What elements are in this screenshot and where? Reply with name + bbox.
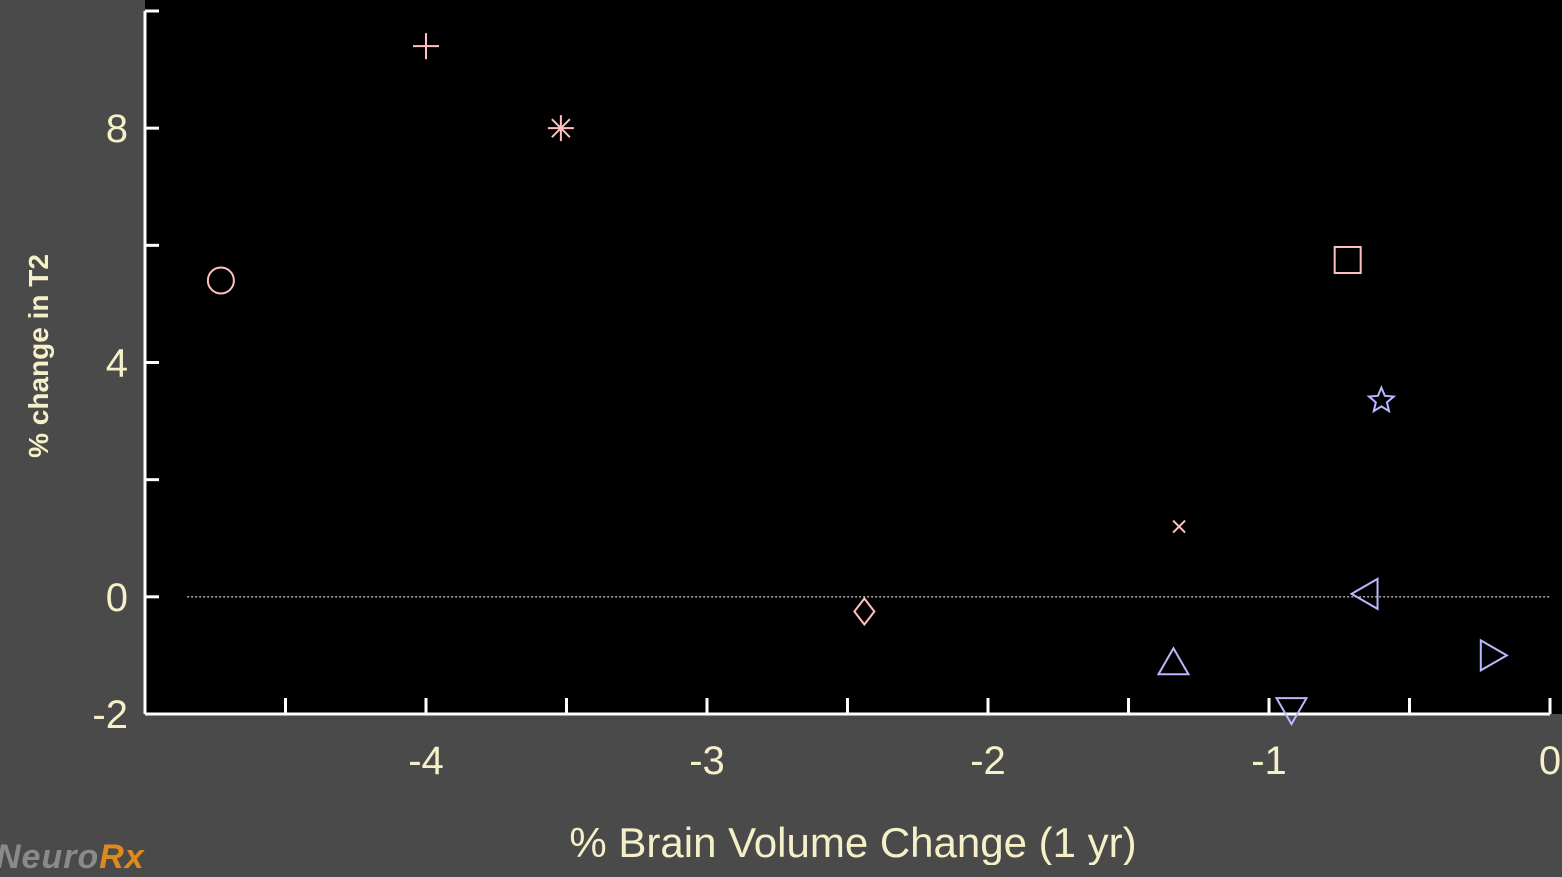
neurorx-logo: NeuroRx <box>0 838 145 877</box>
data-point-triangle-down <box>1274 697 1309 727</box>
diamond-marker <box>853 596 876 627</box>
y-tick-label: 4 <box>106 342 128 386</box>
axis-ticks <box>145 9 1552 714</box>
plot-background <box>145 0 1562 714</box>
y-tick-label: 8 <box>106 107 128 151</box>
data-point-diamond <box>853 596 876 627</box>
x-marker <box>1172 519 1186 534</box>
data-point-triangle-left <box>1349 577 1379 611</box>
triangle-down-marker <box>1274 697 1309 727</box>
data-point-plus <box>413 33 439 60</box>
x-tick-label: -3 <box>689 739 725 783</box>
data-point-circle <box>206 266 235 295</box>
y-tick-label: 0 <box>106 576 128 620</box>
x-tick-label: -4 <box>408 739 444 783</box>
asterisk-marker <box>547 115 574 142</box>
square-marker <box>1333 245 1362 274</box>
data-points <box>206 33 1509 727</box>
plus-marker <box>413 33 439 60</box>
data-point-triangle-right <box>1479 638 1509 673</box>
y-axis-label: % change in T2 <box>23 254 54 458</box>
triangle-left-marker <box>1349 577 1379 611</box>
x-tick-label: 0 <box>1539 739 1561 783</box>
triangle-right-marker <box>1479 638 1509 673</box>
logo-text: Neuro <box>0 838 100 876</box>
data-point-triangle-up <box>1156 646 1191 676</box>
triangle-up-marker <box>1156 646 1191 676</box>
data-point-pentagram <box>1366 384 1397 414</box>
data-point-asterisk <box>547 115 574 142</box>
y-tick-label: -2 <box>92 693 128 737</box>
x-axis-label: % Brain Volume Change (1 yr) <box>569 819 1136 865</box>
data-point-square <box>1333 245 1362 274</box>
data-point-x <box>1172 519 1186 534</box>
x-tick-label: -1 <box>1251 739 1287 783</box>
circle-marker <box>206 266 235 295</box>
logo-accent: Rx <box>99 838 145 876</box>
tick-labels: -2 0 4 8 -4 -3 -2 -1 0 <box>92 107 1561 783</box>
x-tick-label: -2 <box>970 739 1006 783</box>
pentagram-marker <box>1366 384 1397 414</box>
